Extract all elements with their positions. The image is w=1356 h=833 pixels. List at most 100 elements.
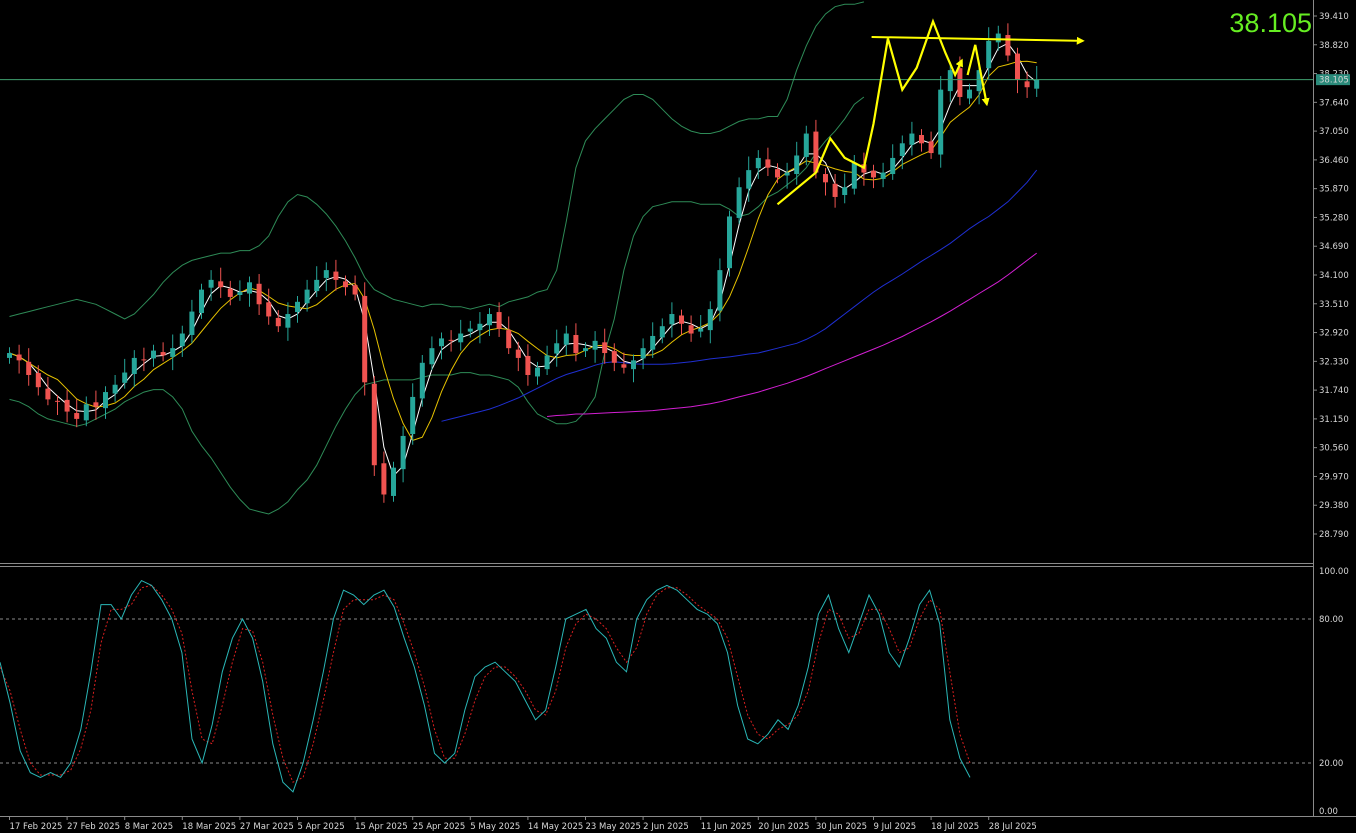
candlestick <box>199 283 204 319</box>
candlestick <box>266 288 272 325</box>
candle-body <box>170 348 176 357</box>
candle-body <box>669 314 675 325</box>
candlestick <box>707 301 713 344</box>
candlestick <box>400 426 406 483</box>
candle-body <box>621 364 627 368</box>
candlestick <box>938 75 944 168</box>
time-tick-label: 18 Mar 2025 <box>182 822 236 832</box>
candlestick <box>285 302 291 341</box>
candlestick <box>592 331 598 363</box>
candlestick <box>650 322 656 358</box>
time-tick-label: 25 Apr 2025 <box>413 822 466 832</box>
candle-body <box>592 340 598 350</box>
candlestick <box>659 318 665 344</box>
candlestick <box>419 354 425 407</box>
candlestick <box>218 267 224 298</box>
candle-body <box>381 463 387 495</box>
time-tick-label: 27 Mar 2025 <box>240 822 294 832</box>
price-tick-label: 31.740 <box>1319 386 1349 396</box>
candlestick <box>323 262 329 292</box>
candlestick <box>583 342 588 357</box>
candlestick <box>640 338 646 370</box>
time-tick-label: 27 Feb 2025 <box>67 822 120 832</box>
candlestick <box>112 374 118 402</box>
candle-body <box>35 373 41 388</box>
candlestick <box>26 348 32 386</box>
candle-body <box>26 361 32 375</box>
candlestick <box>160 342 166 362</box>
stochastic-d-line <box>0 584 971 783</box>
candlestick <box>391 461 396 502</box>
candlestick <box>544 345 550 375</box>
candle-body <box>227 288 233 297</box>
candle-body <box>247 282 252 294</box>
candle-body <box>391 467 396 496</box>
bollinger-upper-band <box>9 1 865 320</box>
candle-body <box>429 348 435 365</box>
candle-body <box>554 343 560 354</box>
candle-body <box>237 292 243 295</box>
price-tick-label: 32.920 <box>1319 329 1349 339</box>
candle-body <box>506 330 512 349</box>
candlestick <box>35 365 41 396</box>
candle-body <box>275 317 281 327</box>
candlestick <box>333 259 339 291</box>
time-tick-label: 17 Feb 2025 <box>10 822 63 832</box>
time-tick-label: 18 Jul 2025 <box>931 822 979 832</box>
candle-body <box>717 270 723 311</box>
stochastic-tick-label: 100.00 <box>1319 567 1349 577</box>
candle-body <box>487 314 492 326</box>
bollinger-lower-band <box>9 96 865 515</box>
price-tick-label: 37.050 <box>1319 127 1349 137</box>
candlestick <box>967 83 972 105</box>
candlestick <box>151 344 156 367</box>
candle-body <box>899 143 905 156</box>
candlestick <box>179 325 185 357</box>
time-tick-label: 15 Apr 2025 <box>355 822 408 832</box>
candlestick <box>45 376 51 406</box>
price-tick-label: 28.790 <box>1319 530 1349 540</box>
stochastic-tick-label: 20.00 <box>1319 759 1343 769</box>
candle-body <box>535 367 540 377</box>
candlestick <box>515 341 521 372</box>
candle-body <box>448 339 454 341</box>
candlestick <box>909 121 915 156</box>
last-price-big-label: 38.105 <box>1229 8 1312 38</box>
candle-body <box>467 328 473 332</box>
candle-body <box>64 399 70 412</box>
candle-body <box>765 159 771 168</box>
candle-body <box>688 325 694 334</box>
candlestick <box>247 276 252 307</box>
bollinger-bands <box>9 1 865 515</box>
candlestick <box>621 352 627 374</box>
price-tick-label: 35.870 <box>1319 185 1349 195</box>
candlestick <box>458 319 464 351</box>
price-tick-label: 36.460 <box>1319 156 1349 166</box>
candlestick <box>631 354 636 383</box>
candle-body <box>640 348 646 359</box>
trend-annotations <box>776 18 1085 206</box>
candle-body <box>83 404 89 421</box>
ma-fast-line <box>9 42 1038 477</box>
candlestick <box>371 375 377 476</box>
candlestick <box>429 336 435 371</box>
moving-average-50 <box>441 169 1038 422</box>
candle-body <box>832 183 838 197</box>
candlestick <box>899 135 905 170</box>
candlestick <box>736 177 742 224</box>
candlestick <box>823 168 828 196</box>
candle-body <box>928 141 934 154</box>
candle-body <box>755 157 761 169</box>
candle-body <box>563 333 569 345</box>
candle-body <box>93 402 99 407</box>
last-price-tag <box>1316 74 1350 86</box>
candlestick <box>304 279 310 312</box>
candle-body <box>179 333 185 347</box>
candle-body <box>995 33 1001 43</box>
candlestick <box>410 383 416 445</box>
price-tick-label: 35.280 <box>1319 213 1349 223</box>
candlestick <box>890 144 896 180</box>
candle-body <box>583 348 588 352</box>
candlestick <box>1024 71 1030 98</box>
